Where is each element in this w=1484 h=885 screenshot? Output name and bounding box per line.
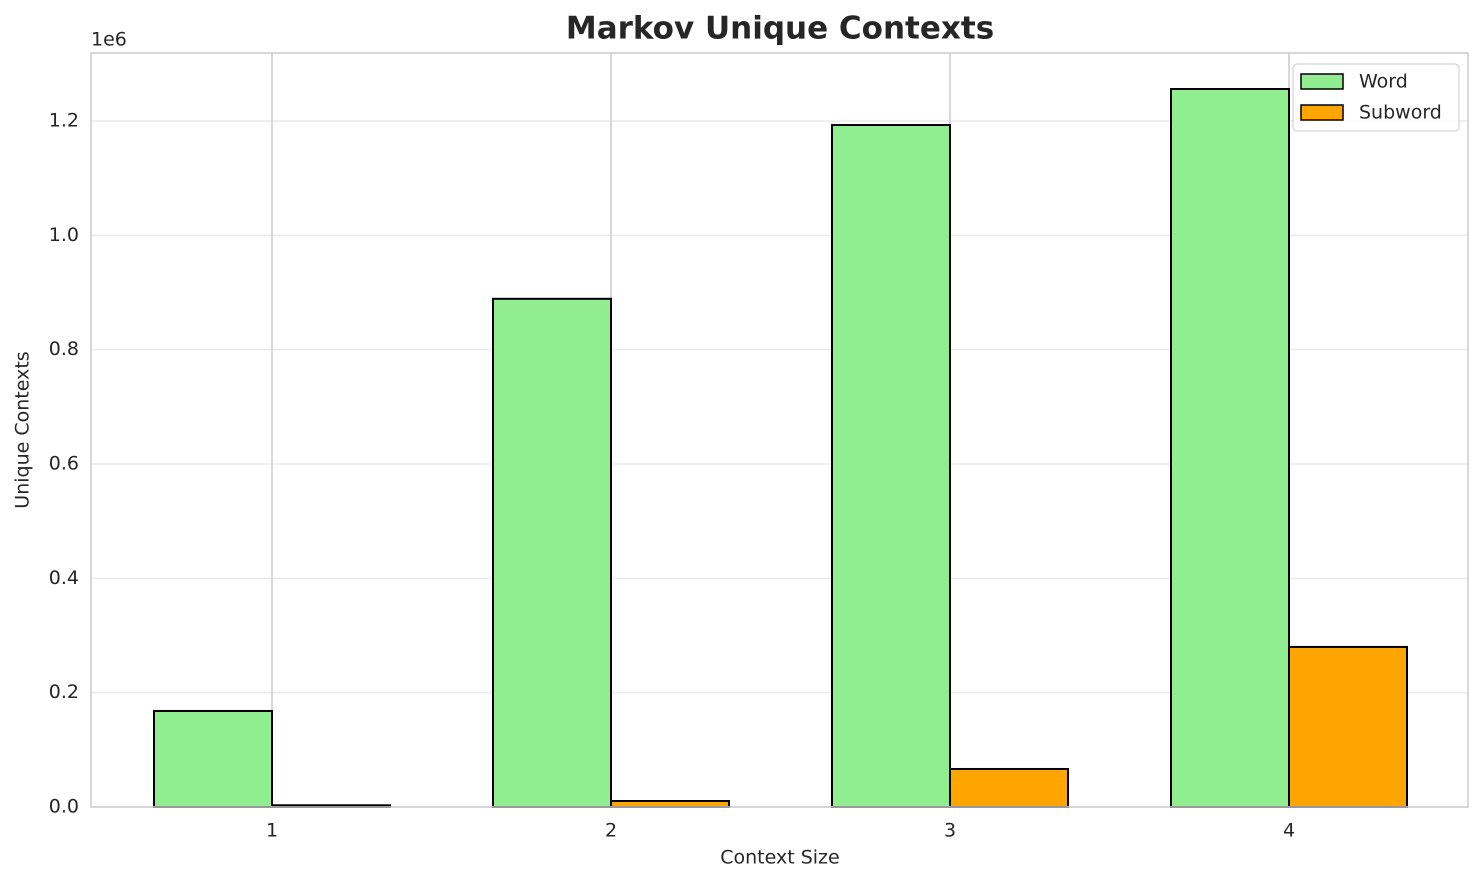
bar xyxy=(492,297,612,808)
y-offset-label: 1e6 xyxy=(91,29,127,51)
y-tick-label: 1.2 xyxy=(49,110,79,132)
legend-label: Word xyxy=(1359,71,1408,93)
bar xyxy=(831,124,951,809)
x-tick-label: 3 xyxy=(944,820,956,842)
bar xyxy=(949,767,1069,808)
legend-swatch xyxy=(1300,73,1344,90)
chart-title: Markov Unique Contexts xyxy=(566,11,994,47)
y-tick-label: 0.6 xyxy=(49,453,79,475)
legend-swatch xyxy=(1300,104,1344,121)
x-tick-label: 1 xyxy=(266,820,278,842)
bar xyxy=(1288,645,1408,808)
x-tick-label: 4 xyxy=(1283,820,1295,842)
y-tick-label: 0.0 xyxy=(49,796,79,818)
bar xyxy=(153,709,273,809)
y-tick-label: 0.4 xyxy=(49,567,79,589)
y-axis-label: Unique Contexts xyxy=(12,351,34,508)
x-tick-label: 2 xyxy=(605,820,617,842)
y-tick-label: 0.2 xyxy=(49,681,79,703)
x-axis-label: Context Size xyxy=(720,847,839,869)
legend-label: Subword xyxy=(1359,102,1442,124)
y-tick-label: 1.0 xyxy=(49,224,79,246)
bar xyxy=(1170,88,1290,808)
y-tick-label: 0.8 xyxy=(49,338,79,360)
bar xyxy=(610,799,730,809)
plot-frame xyxy=(90,52,1469,808)
